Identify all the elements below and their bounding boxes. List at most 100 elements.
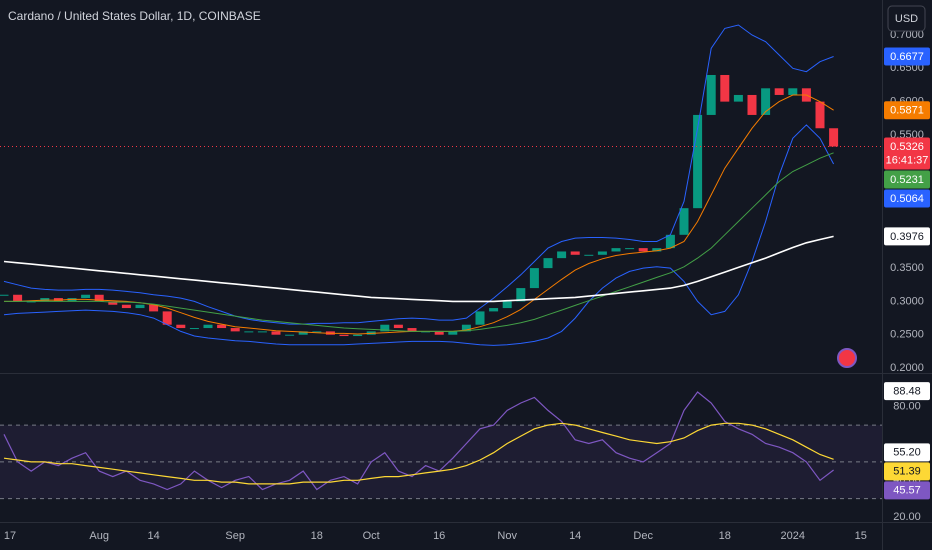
candle	[475, 311, 485, 325]
candle	[217, 324, 227, 329]
price-tag-label: 0.5064	[890, 193, 924, 205]
x-tick-label: 2024	[781, 530, 805, 542]
rsi-pane	[0, 391, 882, 500]
candle	[747, 94, 757, 115]
price-tag-label: 0.5231	[890, 174, 924, 186]
countdown-label: 16:41:37	[886, 154, 929, 166]
candle	[149, 304, 159, 312]
price-tag	[884, 443, 930, 462]
candle	[257, 331, 267, 333]
y-tick-label: 0.2000	[890, 362, 924, 374]
y-tick-label: 0.3500	[890, 262, 924, 274]
indicator-line	[3, 391, 834, 491]
candle	[203, 324, 213, 329]
candle	[693, 114, 703, 209]
price-tag	[884, 227, 930, 246]
candle	[230, 328, 240, 332]
price-tag-label: 45.57	[893, 485, 921, 497]
x-tick-label: 18	[311, 530, 323, 542]
candle	[529, 268, 539, 289]
candle	[557, 251, 567, 259]
price-tag	[884, 189, 930, 208]
price-tag-label: 0.5871	[890, 105, 924, 117]
candle	[461, 324, 471, 332]
currency-label[interactable]: USD	[895, 13, 918, 25]
candle	[815, 101, 825, 129]
candle	[298, 331, 308, 335]
indicator-line	[3, 235, 834, 303]
x-tick-label: 17	[4, 530, 16, 542]
x-tick-label: 16	[433, 530, 445, 542]
x-tick-label: Sep	[225, 530, 245, 542]
indicator-line	[3, 422, 834, 485]
indicator-line	[4, 152, 834, 332]
candle	[393, 324, 403, 329]
candle	[135, 304, 145, 309]
candle	[244, 331, 254, 333]
candle	[733, 94, 743, 102]
price-tag	[884, 481, 930, 500]
price-tag	[884, 170, 930, 189]
y-tick-label: 80.00	[893, 401, 921, 413]
candle	[271, 331, 281, 335]
candle	[162, 311, 172, 325]
candle	[0, 294, 9, 296]
price-tag-label: 0.6677	[890, 51, 924, 63]
event-icon[interactable]	[837, 348, 857, 368]
candle	[502, 301, 512, 309]
candle	[94, 294, 104, 302]
candle	[353, 334, 363, 337]
price-tag-label: 51.39	[893, 466, 921, 478]
candle	[665, 234, 675, 249]
candle	[108, 301, 118, 305]
candle	[774, 88, 784, 95]
axes: 17 Aug 14 Sep 18 Oct 16 Nov 14 Dec 18 2024 15 0.2000 0…	[4, 29, 930, 542]
candle	[121, 304, 131, 309]
x-tick-label: 14	[147, 530, 159, 542]
candle	[679, 208, 689, 235]
symbol-title: Cardano / United States Dollar, 1D, COIN…	[8, 9, 261, 23]
price-tag	[884, 137, 930, 170]
candle	[176, 324, 186, 329]
candle	[380, 324, 390, 332]
price-tag-label: 55.20	[893, 447, 921, 459]
candle	[543, 258, 553, 269]
candle	[81, 294, 91, 299]
price-tag-label: 0.5326	[890, 141, 924, 153]
candle	[189, 328, 199, 330]
x-tick-label: 18	[719, 530, 731, 542]
candle	[312, 331, 322, 333]
indicator-line	[3, 24, 834, 325]
candle	[611, 248, 621, 252]
price-tag	[884, 47, 930, 66]
candle	[625, 248, 635, 250]
currency-button[interactable]	[887, 5, 926, 32]
candle	[788, 88, 798, 95]
price-pane	[0, 24, 882, 346]
candle	[761, 88, 771, 115]
y-tick-label: 20.00	[893, 511, 921, 523]
price-tag	[884, 462, 930, 481]
x-tick-label: Aug	[89, 530, 109, 542]
candle	[489, 308, 499, 312]
candle	[13, 294, 23, 302]
candle	[597, 251, 607, 255]
candle	[339, 334, 349, 337]
y-tick-label: 0.2500	[890, 329, 924, 341]
x-tick-label: Dec	[633, 530, 653, 542]
y-tick-label: 0.3000	[890, 295, 924, 307]
candle	[26, 301, 36, 303]
price-tag-label: 88.48	[893, 386, 921, 398]
candle	[720, 74, 730, 102]
candle	[584, 254, 594, 256]
x-tick-label: Oct	[363, 530, 380, 542]
candle	[448, 331, 458, 335]
y-tick-label: 0.7000	[890, 29, 924, 41]
candle	[829, 128, 839, 147]
price-tag	[884, 382, 930, 401]
candle	[638, 248, 648, 252]
indicator-line	[3, 124, 835, 346]
candle	[570, 251, 580, 255]
x-tick-label: 14	[569, 530, 581, 542]
